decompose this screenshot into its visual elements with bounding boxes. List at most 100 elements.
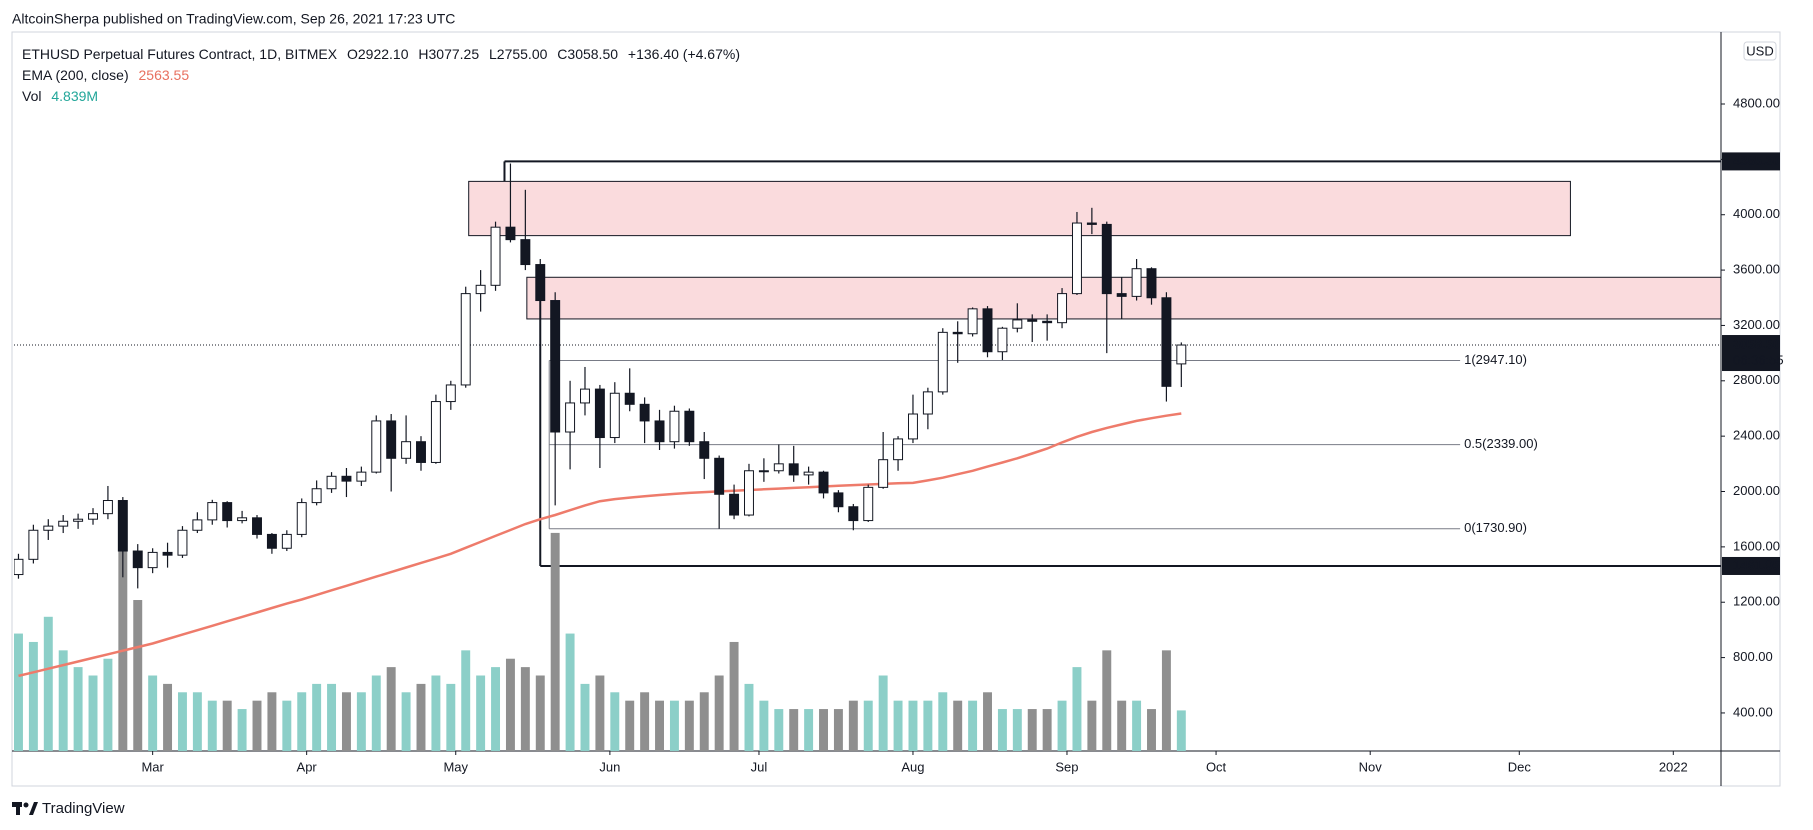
volume-bar — [1176, 710, 1186, 751]
legend: ETHUSD Perpetual Futures Contract, 1D, B… — [22, 44, 746, 107]
candle-body — [550, 300, 561, 433]
candle-body — [88, 513, 98, 520]
volume-value: 4.839M — [51, 88, 99, 104]
candle-body — [773, 463, 784, 472]
candle-body — [460, 293, 471, 386]
x-tick-label: Aug — [901, 759, 924, 774]
publisher: AltcoinSherpa published on TradingView.c… — [12, 11, 455, 27]
candle-body — [1086, 222, 1097, 225]
volume-bar — [1087, 700, 1097, 751]
volume-bar — [535, 675, 545, 751]
candle-body — [594, 388, 605, 439]
volume-bar — [819, 709, 828, 751]
volume-bar — [1132, 700, 1142, 751]
candle-body — [1027, 319, 1038, 322]
volume-bar — [714, 675, 724, 751]
candle-body — [624, 392, 635, 405]
zone — [526, 276, 1721, 320]
volume-bar — [133, 600, 143, 751]
candle-body — [1071, 222, 1082, 295]
candle-body — [967, 308, 978, 335]
volume-bar — [1147, 709, 1156, 751]
candle-body — [803, 471, 814, 476]
candle-body — [311, 488, 322, 504]
volume-bar — [893, 700, 903, 751]
candle-body — [296, 502, 307, 535]
volume-bar — [655, 700, 665, 751]
volume-bar — [43, 616, 53, 751]
candle-body — [520, 239, 531, 266]
volume-bar — [580, 683, 590, 751]
candle-body — [684, 410, 695, 443]
candle-body — [222, 502, 233, 522]
candle-body — [893, 438, 904, 461]
x-tick-label: 2022 — [1659, 759, 1688, 774]
volume-bar — [118, 541, 128, 751]
volume-bar — [878, 675, 888, 751]
level-badge — [1722, 152, 1780, 171]
volume-bar — [595, 675, 605, 751]
x-tick-label: Apr — [297, 759, 318, 774]
y-tick-label: 2400.00 — [1733, 428, 1780, 443]
legend-row: ETHUSD Perpetual Futures Contract, 1D, B… — [22, 44, 746, 65]
candle-body — [192, 519, 203, 531]
candle-body — [445, 384, 456, 403]
volume-bar — [759, 700, 769, 751]
volume-bar — [908, 700, 918, 751]
symbol: ETHUSD Perpetual Futures Contract, 1D, B… — [22, 46, 338, 62]
candle-body — [833, 492, 844, 508]
candle-body — [714, 457, 725, 495]
volume-bar — [1102, 650, 1112, 751]
x-tick-label: Jul — [751, 759, 768, 774]
ohlc-change: +136.40 (+4.67%) — [627, 46, 740, 62]
volume-bar — [804, 709, 814, 751]
candle-body — [535, 264, 546, 302]
volume-bar — [476, 675, 486, 751]
candle-body — [326, 475, 337, 490]
volume-bar — [774, 709, 784, 751]
volume-bar — [1117, 700, 1127, 751]
volume-bar — [401, 692, 411, 751]
volume-bar — [923, 700, 933, 751]
candle-body — [147, 551, 158, 569]
y-tick-label: 3200.00 — [1733, 317, 1780, 332]
plot-area: 1(2947.10) 0.5(2339.00) 0(1730.90) — [14, 160, 1721, 751]
ema-name: EMA (200, close) — [22, 67, 129, 83]
volume-bar — [1072, 667, 1082, 751]
volume-bar — [953, 700, 963, 751]
x-tick-label: Jun — [599, 759, 620, 774]
candle-body — [1101, 223, 1112, 295]
currency-badge — [1743, 41, 1777, 61]
volume-bar — [386, 667, 396, 751]
candle-body — [341, 475, 352, 482]
candle-body — [73, 518, 84, 522]
volume-bar — [446, 683, 456, 751]
candle-body — [416, 441, 426, 463]
brand: TradingView — [42, 800, 125, 817]
volume-bar — [565, 633, 575, 751]
candle-body — [1116, 293, 1127, 297]
volume-bar — [789, 709, 799, 751]
volume-bar — [237, 709, 247, 751]
volume-bar — [222, 700, 232, 751]
candle-body — [744, 470, 754, 516]
volume-bar — [103, 658, 113, 751]
volume-bar — [625, 700, 635, 751]
candle-body — [132, 550, 143, 569]
candle-body — [401, 441, 412, 459]
candle-body — [371, 420, 382, 473]
volume-bar — [1057, 700, 1067, 751]
volume-bar — [669, 700, 679, 751]
volume-bar — [610, 692, 620, 751]
logo — [12, 802, 38, 815]
volume-bar — [431, 675, 441, 751]
volume-bar — [505, 658, 515, 751]
candle-body — [490, 226, 501, 286]
candle-body — [699, 441, 710, 459]
volume-bar — [297, 692, 307, 751]
y-tick-label: 1600.00 — [1733, 538, 1780, 553]
candle-body — [102, 500, 113, 515]
volume-bar — [28, 641, 38, 751]
candle-body — [937, 331, 948, 393]
volume-bar — [729, 641, 739, 751]
